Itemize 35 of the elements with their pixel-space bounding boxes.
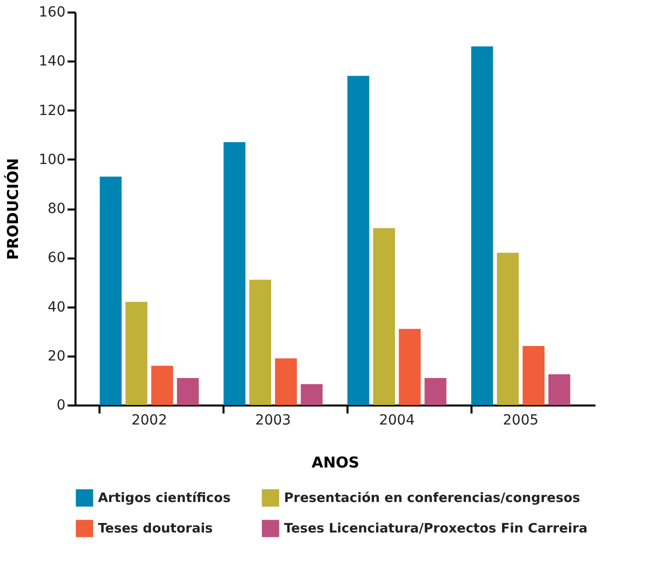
y-tick-label: 100 <box>38 152 66 168</box>
bar <box>176 378 199 405</box>
bar <box>125 302 148 405</box>
legend-label: Teses doutorais <box>98 522 214 536</box>
y-tick-label: 160 <box>38 4 66 20</box>
x-tick-label: 2003 <box>255 412 291 428</box>
y-tick-label: 0 <box>56 398 66 414</box>
legend-label: Presentación en conferencias/congresos <box>284 490 580 506</box>
bar <box>548 374 570 405</box>
bar <box>249 280 272 405</box>
x-tick-label: 2002 <box>131 412 168 428</box>
x-tick-label: 2005 <box>502 412 539 428</box>
bar <box>224 142 246 405</box>
bar <box>398 328 421 405</box>
bar <box>347 76 370 405</box>
bar <box>300 384 323 405</box>
bar <box>496 252 519 405</box>
bar <box>522 346 545 405</box>
y-tick-label: 60 <box>48 250 66 266</box>
y-axis-title: PRODUCIÓN <box>4 158 22 260</box>
y-tick-label: 20 <box>48 348 66 364</box>
bar <box>373 228 395 405</box>
legend-label: Teses Licenciatura/Proxectos Fin Carreira <box>284 522 588 536</box>
y-tick-label: 120 <box>38 102 66 119</box>
x-axis-title: ANOS <box>312 454 360 472</box>
x-tick-label: 2004 <box>379 412 415 428</box>
bar <box>151 366 174 405</box>
bar <box>275 358 297 405</box>
bar <box>424 378 446 405</box>
y-tick-label: 80 <box>48 201 66 217</box>
legend-label: Artigos científicos <box>98 490 231 506</box>
y-tick-label: 40 <box>48 299 66 316</box>
y-tick-label: 140 <box>38 54 66 70</box>
bar <box>100 176 122 405</box>
bar <box>471 46 494 405</box>
